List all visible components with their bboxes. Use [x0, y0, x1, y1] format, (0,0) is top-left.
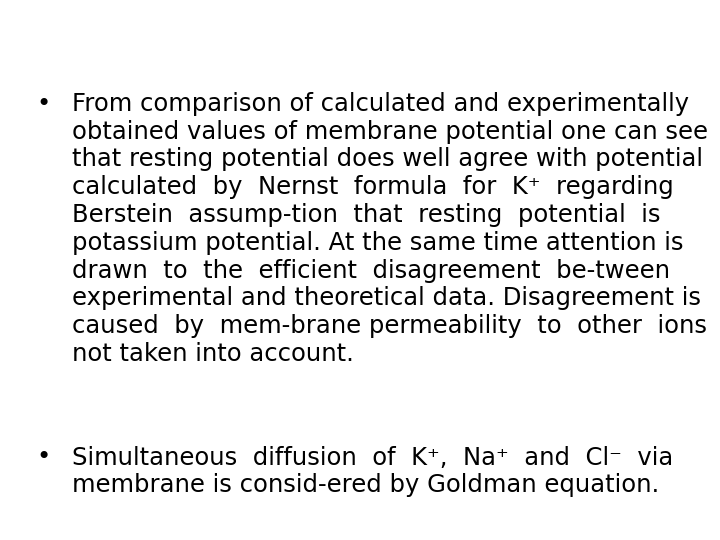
Text: •: •: [36, 446, 50, 469]
Text: •: •: [36, 92, 50, 116]
Text: From comparison of calculated and experimentally
obtained values of membrane pot: From comparison of calculated and experi…: [72, 92, 708, 366]
Text: Simultaneous  diffusion  of  K⁺,  Na⁺  and  Cl⁻  via
membrane is consid-ered by : Simultaneous diffusion of K⁺, Na⁺ and Cl…: [72, 446, 673, 497]
